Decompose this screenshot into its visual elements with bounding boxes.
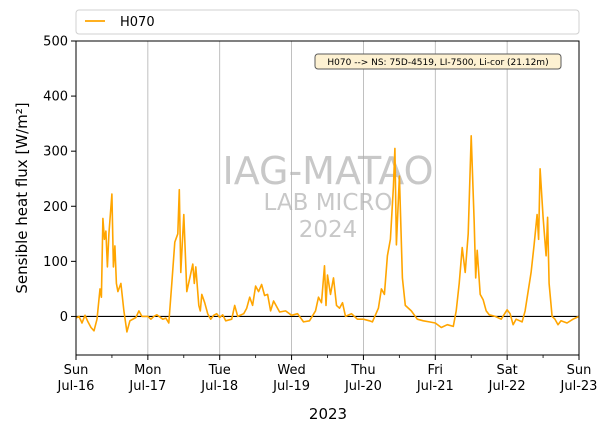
- y-tick-label: 0: [60, 310, 68, 325]
- x-tick-label-day: Thu: [350, 363, 375, 378]
- x-tick-label-date: Jul-23: [560, 379, 598, 394]
- grid: [147, 41, 508, 355]
- y-tick-label: 300: [43, 145, 68, 160]
- x-tick-label-date: Jul-18: [200, 379, 238, 394]
- legend-frame: [75, 9, 580, 35]
- x-tick-label-day: Fri: [428, 363, 444, 378]
- y-axis: 0 100 200 300 400 500: [43, 35, 76, 325]
- y-tick-label: 200: [43, 200, 68, 215]
- annotation-text: H070 --> NS: 75D-4519, LI-7500, Li-cor (…: [327, 58, 548, 68]
- x-tick-label-date: Jul-20: [344, 379, 382, 394]
- y-axis-title: Sensible heat flux [W/m²]: [13, 102, 31, 293]
- y-tick-label: 500: [43, 35, 68, 50]
- x-tick-label-day: Sun: [567, 363, 592, 378]
- x-tick-label-date: Jul-16: [57, 379, 95, 394]
- legend: H070: [75, 9, 580, 35]
- y-tick-label: 400: [43, 90, 68, 105]
- x-tick-label-day: Tue: [208, 363, 231, 378]
- x-tick-label-date: Jul-22: [488, 379, 526, 394]
- watermark-line-1: IAG-MATAO: [222, 149, 433, 193]
- x-axis-title: 2023: [309, 405, 347, 423]
- annotation-box: [314, 53, 562, 70]
- x-tick-label-day: Mon: [134, 363, 161, 378]
- x-tick-label-date: Jul-21: [416, 379, 454, 394]
- annotation: H070 --> NS: 75D-4519, LI-7500, Li-cor (…: [314, 53, 562, 70]
- x-tick-label-day: Sun: [64, 363, 89, 378]
- x-tick-label-date: Jul-17: [128, 379, 166, 394]
- x-axis: SunJul-16MonJul-17TueJul-18WedJul-19ThuJ…: [57, 355, 598, 394]
- watermark-line-3: 2024: [299, 217, 358, 243]
- x-tick-label-day: Sat: [496, 363, 517, 378]
- series-layer: [75, 135, 580, 333]
- legend-label-h070: H070: [120, 15, 155, 30]
- watermark-line-2: LAB MICRO: [264, 190, 393, 216]
- x-tick-label-date: Jul-19: [272, 379, 310, 394]
- series-line-h070: [75, 135, 580, 333]
- watermark: IAG-MATAO LAB MICRO 2024: [222, 149, 433, 243]
- y-tick-label: 100: [43, 255, 68, 270]
- x-tick-label-day: Wed: [277, 363, 305, 378]
